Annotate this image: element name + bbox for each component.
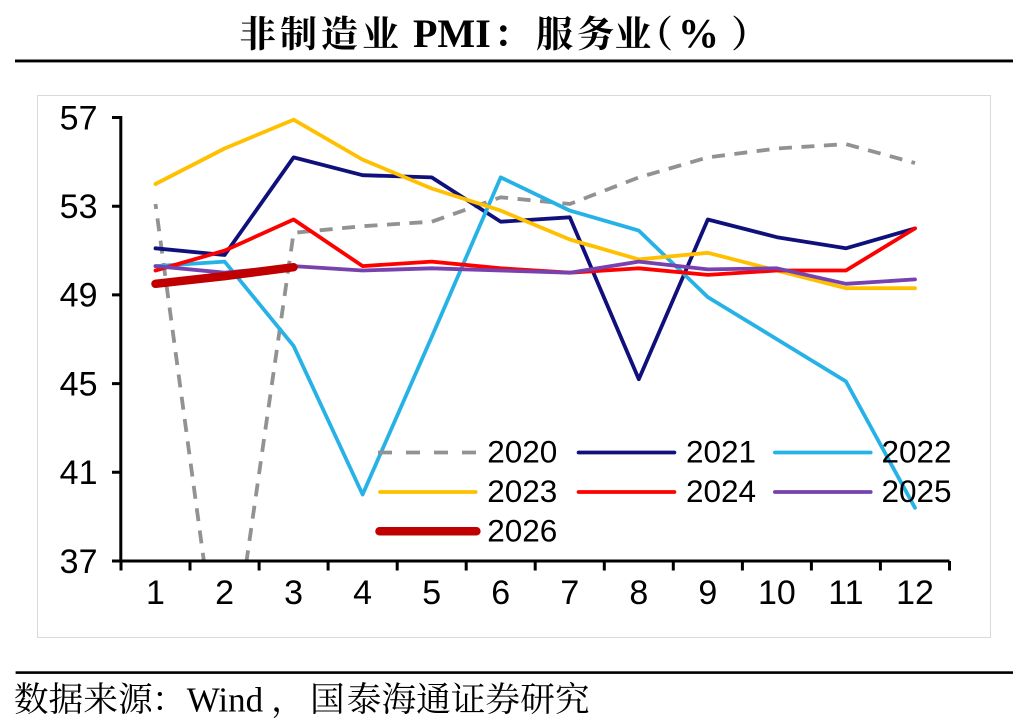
svg-text:2026: 2026 [487,513,557,549]
svg-text:12: 12 [896,574,934,612]
svg-text:11: 11 [828,574,863,612]
svg-text:2023: 2023 [487,473,557,509]
svg-text:2022: 2022 [882,434,952,470]
svg-text:2024: 2024 [686,473,756,509]
svg-text:1: 1 [146,574,165,612]
svg-text:53: 53 [60,188,98,226]
svg-text:Wind: Wind [187,680,264,718]
svg-text:5: 5 [422,574,441,612]
svg-text:7: 7 [560,574,579,612]
svg-text:2: 2 [215,574,234,612]
svg-text:57: 57 [60,99,98,137]
svg-text:41: 41 [60,454,98,492]
svg-text:37: 37 [60,543,98,581]
svg-text:8: 8 [629,574,648,612]
svg-text:49: 49 [60,277,98,315]
svg-text:4: 4 [353,574,372,612]
svg-text:2021: 2021 [686,434,756,470]
svg-text:PMI: PMI [413,11,491,56]
svg-text:9: 9 [698,574,717,612]
svg-text:3: 3 [284,574,303,612]
svg-text:45: 45 [60,365,98,403]
svg-text:2020: 2020 [487,434,557,470]
svg-text:10: 10 [758,574,796,612]
svg-text:2025: 2025 [882,473,952,509]
svg-text:%: % [678,10,719,56]
svg-text:6: 6 [491,574,510,612]
